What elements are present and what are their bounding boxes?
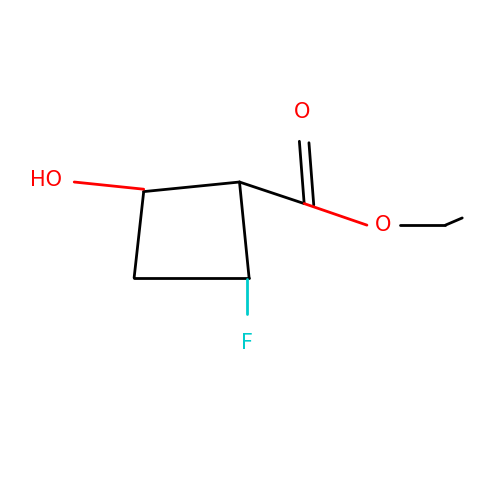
Text: O: O <box>375 215 391 235</box>
Text: O: O <box>294 102 310 122</box>
Text: HO: HO <box>30 170 62 190</box>
Text: F: F <box>240 333 253 353</box>
